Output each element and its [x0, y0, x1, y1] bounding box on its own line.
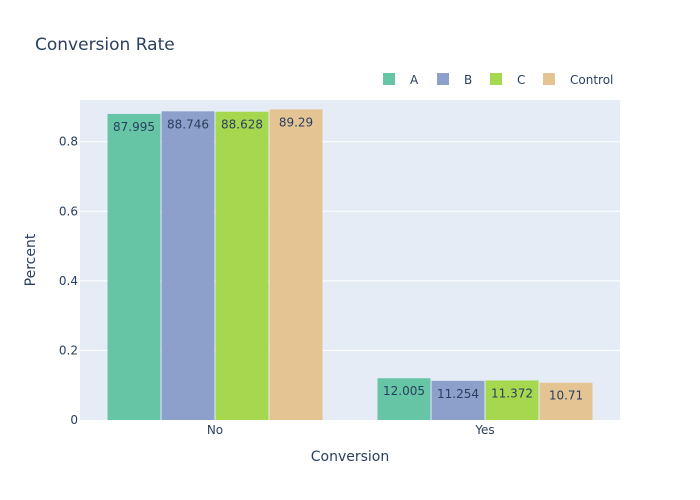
plot-area	[80, 100, 620, 420]
bar-value-label: 87.995	[113, 120, 155, 134]
bar-control-yes	[539, 382, 593, 420]
bar-value-label: 11.254	[437, 387, 479, 401]
bar-value-label: 12.005	[383, 384, 425, 398]
legend-swatch-a	[383, 73, 395, 85]
y-tick-label: 0.2	[59, 343, 78, 357]
bar-value-label: 88.746	[167, 117, 209, 131]
bar-value-label: 88.628	[221, 118, 263, 132]
legend-swatch-b	[437, 73, 449, 85]
legend-label-a: A	[410, 73, 419, 87]
bar-b-no	[161, 111, 215, 420]
y-tick-label: 0	[70, 413, 78, 427]
y-axis-ticks: 0 0.2 0.4 0.6 0.8	[59, 135, 78, 427]
y-tick-label: 0.4	[59, 274, 78, 288]
x-tick-label: No	[207, 423, 223, 437]
y-tick-label: 0.6	[59, 204, 78, 218]
bar-labels: 87.995 88.746 88.628 89.29 12.005 11.254 11.37…	[113, 115, 583, 402]
y-tick-label: 0.8	[59, 135, 78, 149]
legend-swatch-control	[543, 73, 555, 85]
x-tick-label: Yes	[474, 423, 494, 437]
y-axis-label: Percent	[23, 233, 39, 286]
bar-c-no	[215, 111, 269, 420]
x-axis-label: Conversion	[311, 449, 390, 465]
bar-value-label: 10.71	[549, 389, 583, 403]
bars	[107, 109, 593, 421]
x-axis-ticks: No Yes	[207, 423, 495, 437]
bar-c-yes	[485, 380, 539, 420]
bar-a-no	[107, 113, 161, 421]
legend-swatch-c	[490, 73, 502, 85]
chart-title: Conversion Rate	[35, 35, 175, 55]
legend-label-b: B	[464, 73, 472, 87]
bar-control-no	[269, 109, 323, 420]
legend: A B C Control	[383, 73, 613, 87]
bar-a-yes	[377, 378, 431, 420]
bar-b-yes	[431, 380, 485, 420]
legend-label-control: Control	[570, 73, 613, 87]
bar-value-label: 89.29	[279, 115, 313, 129]
bar-value-label: 11.372	[491, 386, 533, 400]
legend-label-c: C	[517, 73, 525, 87]
